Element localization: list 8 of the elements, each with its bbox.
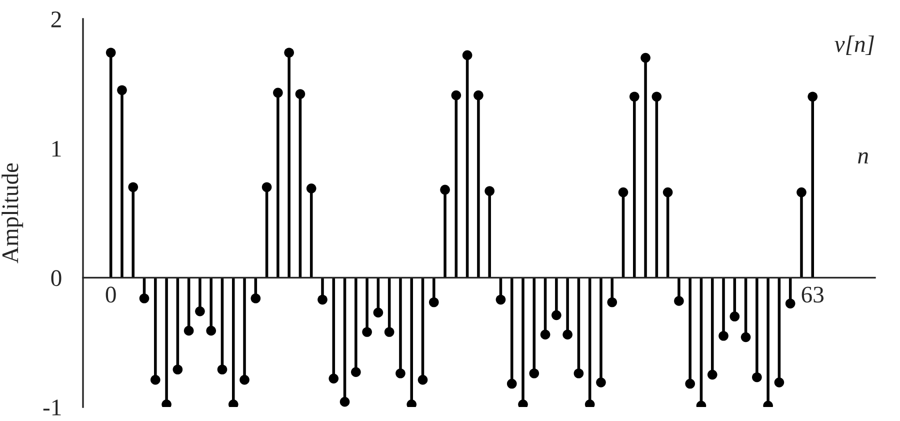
y-tick-label: -1	[43, 400, 61, 416]
x-tick-label: 63	[802, 286, 824, 303]
y-tick-label: 2	[51, 12, 61, 28]
x-axis-title: n	[858, 152, 868, 164]
y-tick-label: 1	[52, 140, 61, 157]
y-tick-label: 0	[51, 270, 62, 286]
y-axis-title: Amplitude	[2, 163, 24, 264]
annotation: v[n]	[834, 35, 874, 55]
